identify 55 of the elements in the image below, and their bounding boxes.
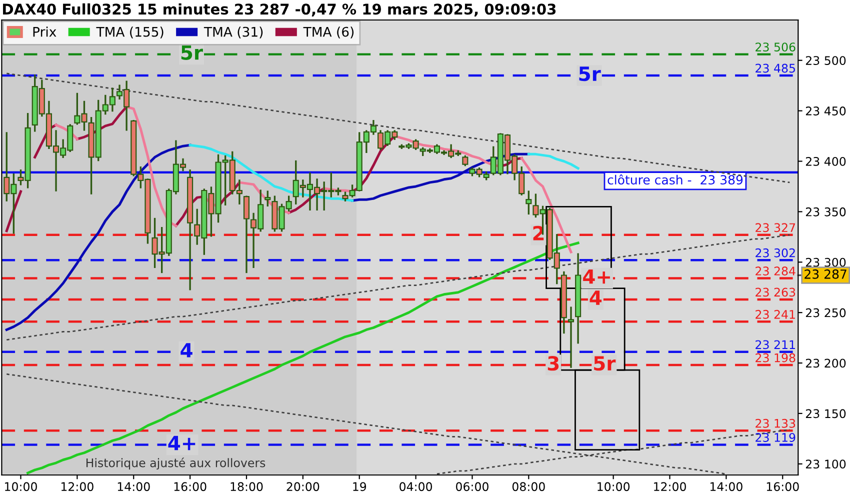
ref-line-label: 23 284 (756, 266, 796, 276)
y-tick-label: 23 100 (806, 460, 846, 469)
y-tick-label: 23 200 (806, 358, 846, 368)
annotation: 4+ (583, 269, 610, 284)
x-tick-label: 04:00 (400, 482, 432, 492)
line-series (26, 242, 580, 474)
x-tick-label: 14:00 (118, 482, 150, 492)
x-tick-label: 19 (353, 482, 366, 492)
annotation: 4+ (168, 436, 196, 450)
y-tick-label: 23 450 (806, 106, 846, 116)
annotation: 5r (594, 356, 616, 371)
annotation: 4 (590, 290, 602, 305)
x-tick-label: 18:00 (230, 482, 263, 492)
ref-line-label: 23 133 (756, 418, 796, 428)
x-tick-label: 08:00 (512, 482, 545, 492)
x-tick-label: 10:00 (598, 482, 630, 492)
candlestick (264, 190, 271, 206)
legend-label: TMA (155) (96, 26, 164, 38)
x-tick-label: 12:00 (61, 482, 94, 492)
chart-title: DAX40 Full0325 15 minutes 23 287 -0,47 % 19 mars 2025, 09:09:03 (3, 3, 556, 17)
legend-label: Prix (33, 26, 56, 37)
x-tick-label: 20:00 (286, 482, 320, 492)
ref-line-label: 23 241 (756, 310, 795, 319)
y-tick-label: 23 300 (806, 258, 846, 267)
ref-line-label: 23 198 (756, 353, 796, 362)
ref-line-label: 23 327 (756, 223, 796, 232)
annotation: 5r (579, 66, 601, 82)
candlestick (462, 155, 468, 166)
ref-line-label: 23 119 (756, 433, 796, 442)
y-tick-label: 23 400 (806, 156, 846, 166)
ref-line-label: 23 302 (756, 248, 795, 258)
annotation: 3 (548, 356, 559, 371)
x-tick-label: 16:00 (174, 482, 206, 492)
ref-line-label: 23 211 (756, 340, 795, 350)
x-tick-label: 10:00 (5, 482, 37, 492)
legend-label: TMA (6) (303, 26, 354, 38)
y-tick-label: 23 500 (806, 56, 846, 66)
x-tick-label: 16:00 (766, 482, 799, 492)
y-tick-label: 23 250 (806, 308, 846, 318)
candlestick (568, 306, 574, 368)
x-tick-label: 12:00 (654, 482, 686, 492)
ref-line-label: 23 263 (756, 288, 796, 297)
annotation: Historique ajusté aux rollovers (86, 458, 266, 470)
ref-line-label: clôture cash - 23 389 (608, 174, 743, 185)
x-tick-label: 06:00 (456, 482, 488, 492)
annotation: 4 (180, 343, 192, 358)
y-tick-label: 23 150 (806, 409, 846, 418)
ref-line-label: 23 506 (756, 42, 796, 52)
candlestick (526, 190, 532, 215)
text: 23 287 (804, 269, 846, 279)
annotation: 5r (181, 45, 203, 60)
legend-label: TMA (31) (204, 26, 263, 38)
ref-line-label: 23 485 (756, 64, 795, 73)
y-tick-label: 23 350 (806, 207, 846, 216)
x-tick-label: 14:00 (710, 482, 742, 492)
